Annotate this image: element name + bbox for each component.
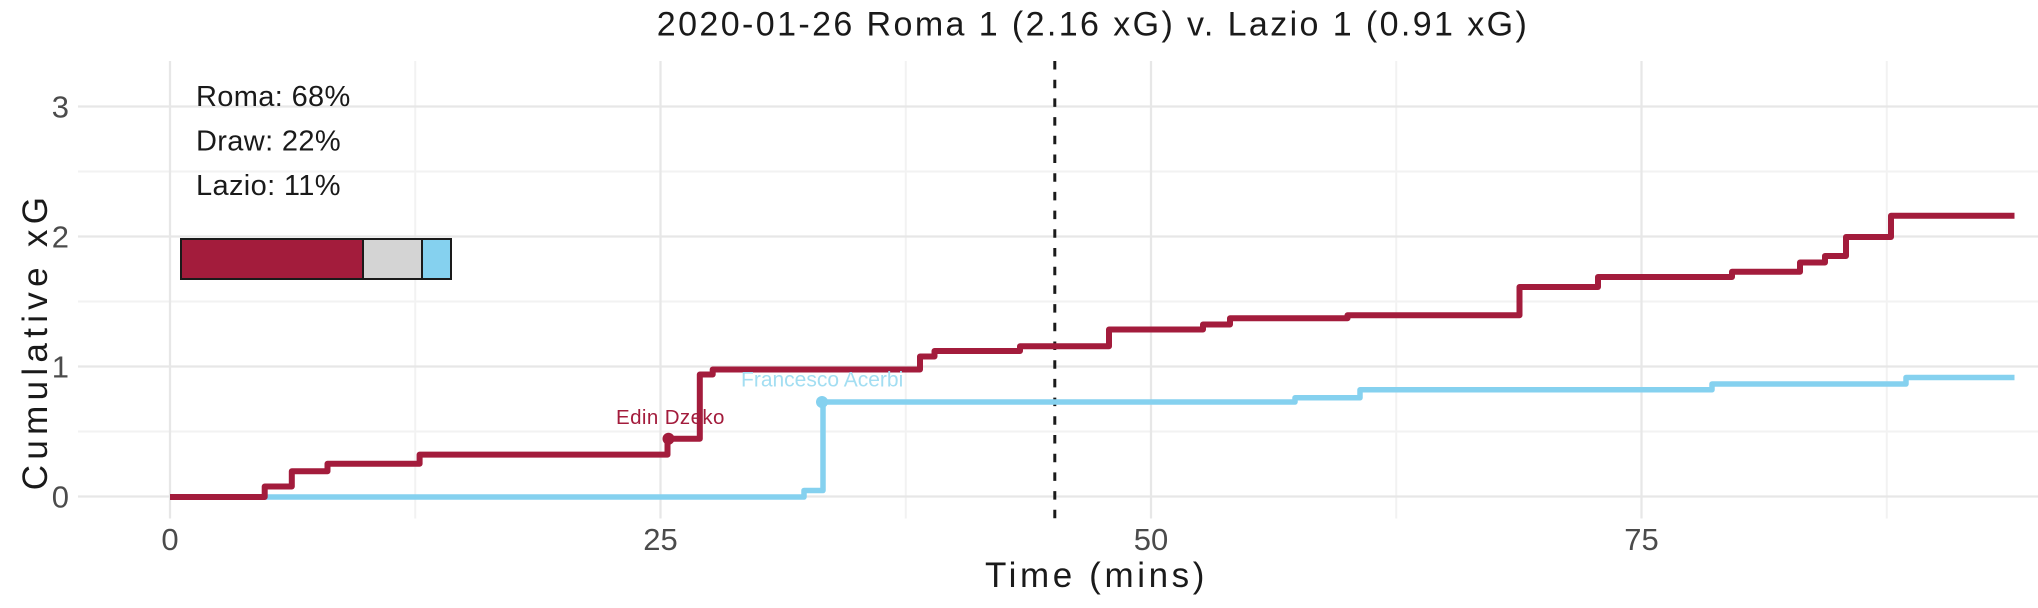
svg-text:1: 1 — [52, 350, 69, 385]
svg-text:Cumulative xG: Cumulative xG — [16, 192, 55, 490]
svg-text:Francesco Acerbi: Francesco Acerbi — [741, 369, 903, 392]
svg-text:Draw: 22%: Draw: 22% — [196, 126, 341, 158]
svg-text:0: 0 — [161, 522, 178, 557]
svg-text:Roma: 68%: Roma: 68% — [196, 81, 351, 113]
svg-text:25: 25 — [643, 522, 677, 557]
svg-text:Time (mins): Time (mins) — [985, 556, 1208, 595]
svg-text:2020-01-26 Roma 1 (2.16 xG) v.: 2020-01-26 Roma 1 (2.16 xG) v. Lazio 1 (… — [657, 6, 1529, 44]
svg-text:Edin Dzeko: Edin Dzeko — [616, 406, 725, 429]
svg-text:Lazio: 11%: Lazio: 11% — [196, 170, 341, 202]
svg-text:0: 0 — [52, 480, 69, 515]
svg-text:2: 2 — [52, 220, 69, 255]
svg-text:3: 3 — [52, 90, 69, 125]
svg-text:75: 75 — [1624, 522, 1658, 557]
svg-text:50: 50 — [1134, 522, 1168, 557]
